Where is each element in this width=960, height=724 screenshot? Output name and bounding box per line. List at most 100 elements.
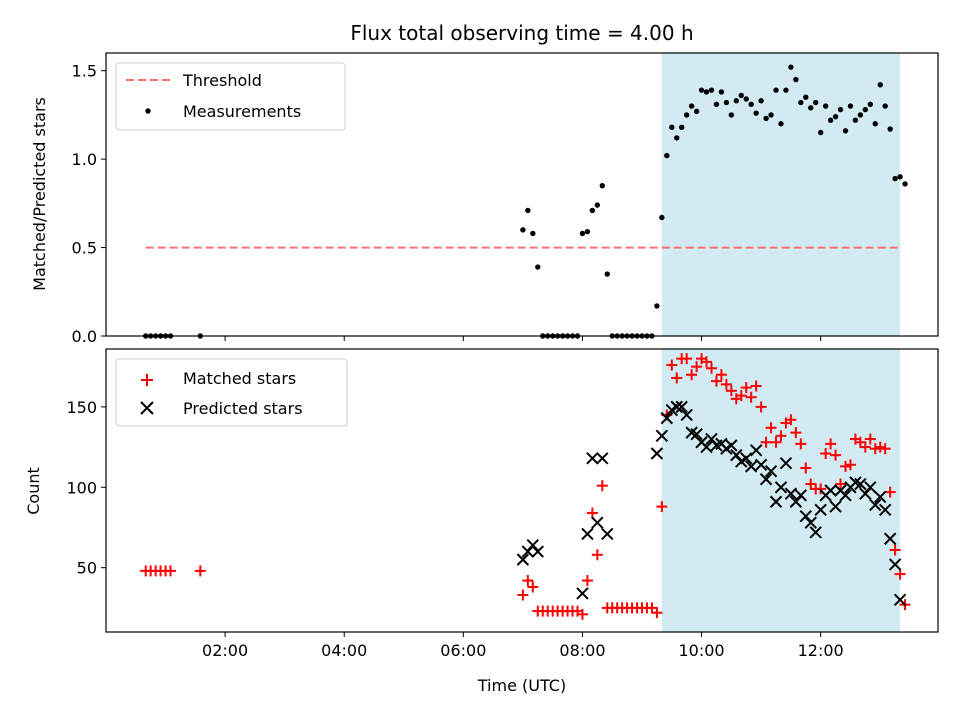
measurement-point <box>758 98 764 104</box>
measurement-point <box>594 202 601 208</box>
matched-star-point <box>527 581 539 593</box>
measurement-point <box>822 103 829 109</box>
predicted-star-point <box>690 428 703 441</box>
predicted-star-point <box>705 432 718 446</box>
predicted-star-point <box>888 558 902 571</box>
predicted-star-point <box>650 447 664 460</box>
matched-star-point <box>517 589 529 601</box>
measurement-point <box>837 106 844 113</box>
matched-star-point <box>874 441 886 453</box>
predicted-star-point <box>874 490 887 504</box>
measurement-point <box>659 214 665 221</box>
measurement-point <box>718 89 725 95</box>
x-tick-label: 12:00 <box>798 641 844 660</box>
measurement-point <box>525 207 531 214</box>
matched-star-point <box>576 608 588 620</box>
matched-star-point <box>720 378 732 390</box>
bottom-panel-y-label: Count <box>24 467 43 515</box>
predicted-star-point <box>740 452 753 465</box>
measurement-point <box>599 182 606 189</box>
measurement-point <box>862 106 869 113</box>
measurement-point <box>713 101 720 107</box>
matched-star-point <box>656 501 668 513</box>
matched-star-point <box>879 443 891 455</box>
top-panel-y-ticks: 0.0 0.5 1.0 1.5 <box>72 62 106 346</box>
measurement-point <box>589 207 596 214</box>
matched-star-point <box>760 436 772 448</box>
predicted-stars-legend-swatch <box>140 401 154 415</box>
matched-star-point <box>715 369 727 381</box>
predicted-star-point <box>829 500 842 513</box>
measurement-point <box>852 117 859 123</box>
bottom-panel-shaded-region <box>661 349 901 632</box>
predicted-star-point <box>581 527 594 541</box>
predicted-star-point <box>749 444 763 457</box>
predicted-star-point <box>809 526 822 539</box>
predicted-star-point <box>670 400 683 414</box>
measurement-point <box>798 99 804 106</box>
matched-star-point <box>835 478 847 490</box>
predicted-star-point <box>759 473 773 486</box>
measurement-point <box>832 113 839 120</box>
measurement-point <box>748 101 754 107</box>
predicted-star-point <box>586 452 599 465</box>
predicted-star-point <box>824 484 837 497</box>
measurement-point <box>867 101 874 107</box>
measurement-point <box>664 152 670 159</box>
matched-star-point <box>820 448 832 460</box>
measurement-point <box>887 126 893 132</box>
matched-star-point <box>666 359 678 371</box>
matched-star-point <box>522 575 534 587</box>
x-tick-label: 06:00 <box>440 641 486 660</box>
matched-star-point <box>705 362 717 374</box>
measurement-point <box>847 103 854 109</box>
y-tick-label: 150 <box>66 398 97 417</box>
matched-star-point <box>710 375 722 387</box>
predicted-star-point <box>883 532 897 545</box>
predicted-star-point <box>769 495 783 508</box>
predicted-star-point <box>591 516 604 529</box>
measurement-point <box>892 175 898 182</box>
predicted-star-point <box>596 452 609 465</box>
y-tick-label: 1.5 <box>72 62 97 81</box>
matched-star-point <box>859 441 871 453</box>
predicted-star-point <box>764 464 778 478</box>
predicted-stars-series <box>516 400 907 607</box>
top-panel-y-label: Matched/Predicted stars <box>30 97 49 291</box>
top-legend-box <box>115 62 346 131</box>
x-tick-label: 10:00 <box>679 641 725 660</box>
measurement-point <box>683 112 690 118</box>
measurement-point <box>842 128 849 134</box>
measurement-point <box>808 105 814 111</box>
predicted-star-point <box>779 456 793 470</box>
matched-star-point <box>839 460 851 472</box>
matched-star-point <box>790 427 802 439</box>
measurement-point <box>723 99 730 106</box>
matched-star-point <box>671 372 683 384</box>
matched-star-point <box>165 565 177 577</box>
measurement-point <box>773 87 779 93</box>
matched-star-point <box>800 462 812 474</box>
measurements-legend-label: Measurements <box>183 102 301 121</box>
matched-star-point <box>740 382 752 394</box>
matched-star-point <box>889 544 901 556</box>
measurement-point <box>788 64 794 70</box>
top-panel-frame <box>105 52 939 337</box>
y-tick-label: 0.5 <box>72 239 97 258</box>
y-tick-label: 0.0 <box>72 327 97 346</box>
predicted-star-point <box>854 477 867 491</box>
matched-star-point <box>686 369 698 381</box>
y-tick-label: 100 <box>66 478 97 497</box>
matched-star-point <box>805 478 817 490</box>
predicted-star-point <box>784 487 798 500</box>
measurement-point <box>674 135 680 141</box>
matched-star-point <box>735 390 747 402</box>
chart-title: Flux total observing time = 4.00 h <box>350 21 693 45</box>
predicted-star-point <box>576 587 589 600</box>
measurement-point <box>584 228 591 235</box>
measurement-point <box>728 112 735 118</box>
measurement-point <box>604 271 610 277</box>
measurement-point <box>743 96 749 102</box>
predicted-star-point <box>878 503 892 517</box>
matched-star-point <box>581 575 593 587</box>
